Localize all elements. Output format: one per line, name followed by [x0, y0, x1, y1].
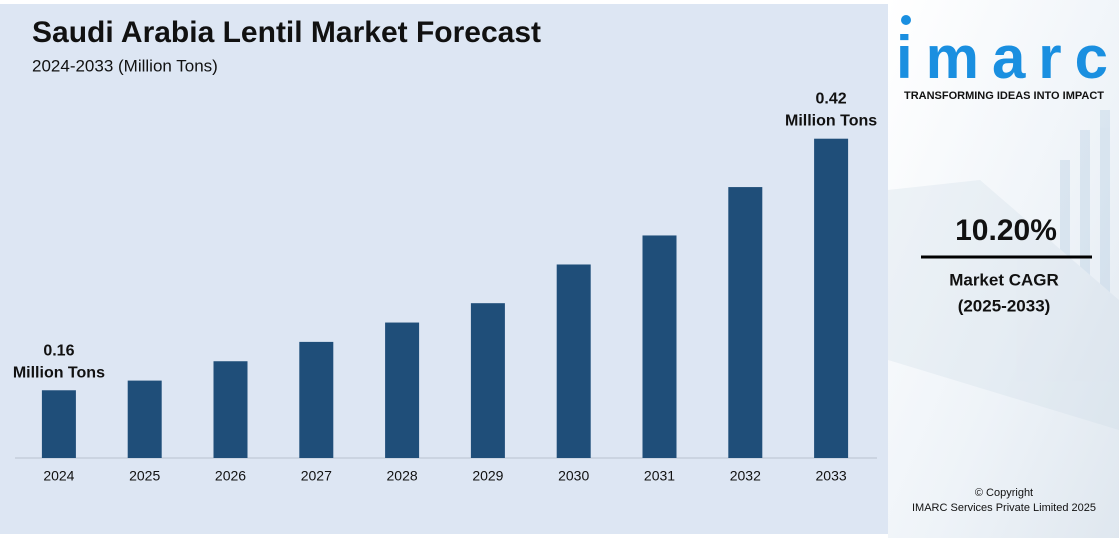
value-label-line: 0.16: [43, 342, 74, 359]
bar: [127, 380, 162, 458]
x-tick-label: 2029: [472, 468, 503, 484]
bar: [470, 303, 505, 458]
value-label: 0.42 Million Tons: [785, 91, 877, 130]
x-tick-label: 2024: [43, 468, 74, 484]
x-tick-label: 2028: [387, 468, 418, 484]
value-label: 0.16 Million Tons: [13, 342, 105, 381]
x-tick-label: 2030: [558, 468, 589, 484]
x-tick-label: 2027: [301, 468, 332, 484]
bar: [728, 187, 763, 458]
value-label-line: 0.42: [816, 91, 847, 108]
cagr-value: 10.20%: [955, 214, 1057, 247]
cagr-label: Market CAGR: [949, 270, 1059, 289]
value-label-line: Million Tons: [785, 113, 877, 130]
x-tick-label: 2031: [644, 468, 675, 484]
logo-dot: [901, 15, 911, 25]
copyright: © Copyright: [975, 487, 1033, 499]
side-panel: [888, 0, 1119, 538]
logo: imarc: [896, 24, 1108, 91]
bar: [41, 390, 76, 458]
bar: [556, 264, 591, 458]
bar: [213, 361, 248, 458]
x-tick-label: 2026: [215, 468, 246, 484]
bar: [814, 138, 849, 458]
x-tick-label: 2025: [129, 468, 160, 484]
chart-subtitle: 2024-2033 (Million Tons): [32, 56, 218, 75]
bar: [642, 235, 677, 458]
plot: 2024 0.16 Million Tons 2025 2026 2027 2028 2029…: [13, 91, 877, 484]
bar: [385, 322, 420, 458]
x-tick-label: 2033: [816, 468, 847, 484]
decor: [888, 110, 1119, 430]
cagr-period: (2025-2033): [958, 296, 1051, 315]
value-label-line: Million Tons: [13, 364, 105, 381]
chart-title: Saudi Arabia Lentil Market Forecast: [32, 16, 541, 49]
company: IMARC Services Private Limited 2025: [912, 502, 1096, 514]
tagline: TRANSFORMING IDEAS INTO IMPACT: [904, 90, 1104, 102]
x-tick-label: 2032: [730, 468, 761, 484]
bar: [299, 341, 334, 458]
